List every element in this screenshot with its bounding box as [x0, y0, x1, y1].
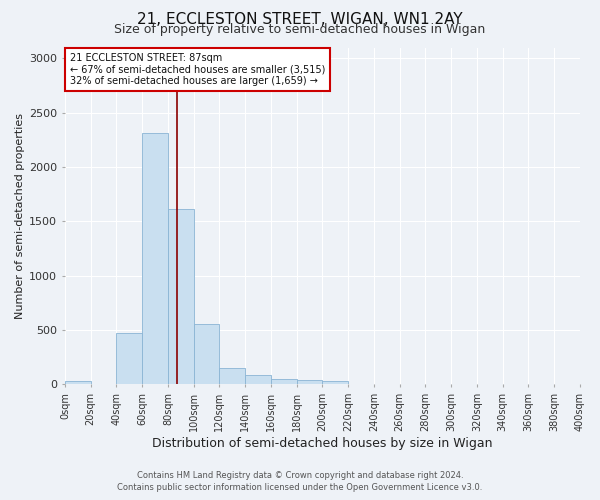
Bar [194, 324, 220, 384]
Bar [245, 374, 271, 384]
Text: Contains HM Land Registry data © Crown copyright and database right 2024.
Contai: Contains HM Land Registry data © Crown c… [118, 471, 482, 492]
Bar [168, 210, 194, 384]
Y-axis label: Number of semi-detached properties: Number of semi-detached properties [15, 113, 25, 319]
Text: 21, ECCLESTON STREET, WIGAN, WN1 2AY: 21, ECCLESTON STREET, WIGAN, WN1 2AY [137, 12, 463, 28]
Bar [116, 334, 142, 384]
Text: Size of property relative to semi-detached houses in Wigan: Size of property relative to semi-detach… [115, 22, 485, 36]
Bar [220, 368, 245, 384]
Text: 21 ECCLESTON STREET: 87sqm
← 67% of semi-detached houses are smaller (3,515)
32%: 21 ECCLESTON STREET: 87sqm ← 67% of semi… [70, 52, 325, 86]
Bar [297, 380, 322, 384]
Bar [322, 381, 348, 384]
Bar [142, 134, 168, 384]
Bar [65, 381, 91, 384]
Bar [271, 379, 297, 384]
X-axis label: Distribution of semi-detached houses by size in Wigan: Distribution of semi-detached houses by … [152, 437, 493, 450]
